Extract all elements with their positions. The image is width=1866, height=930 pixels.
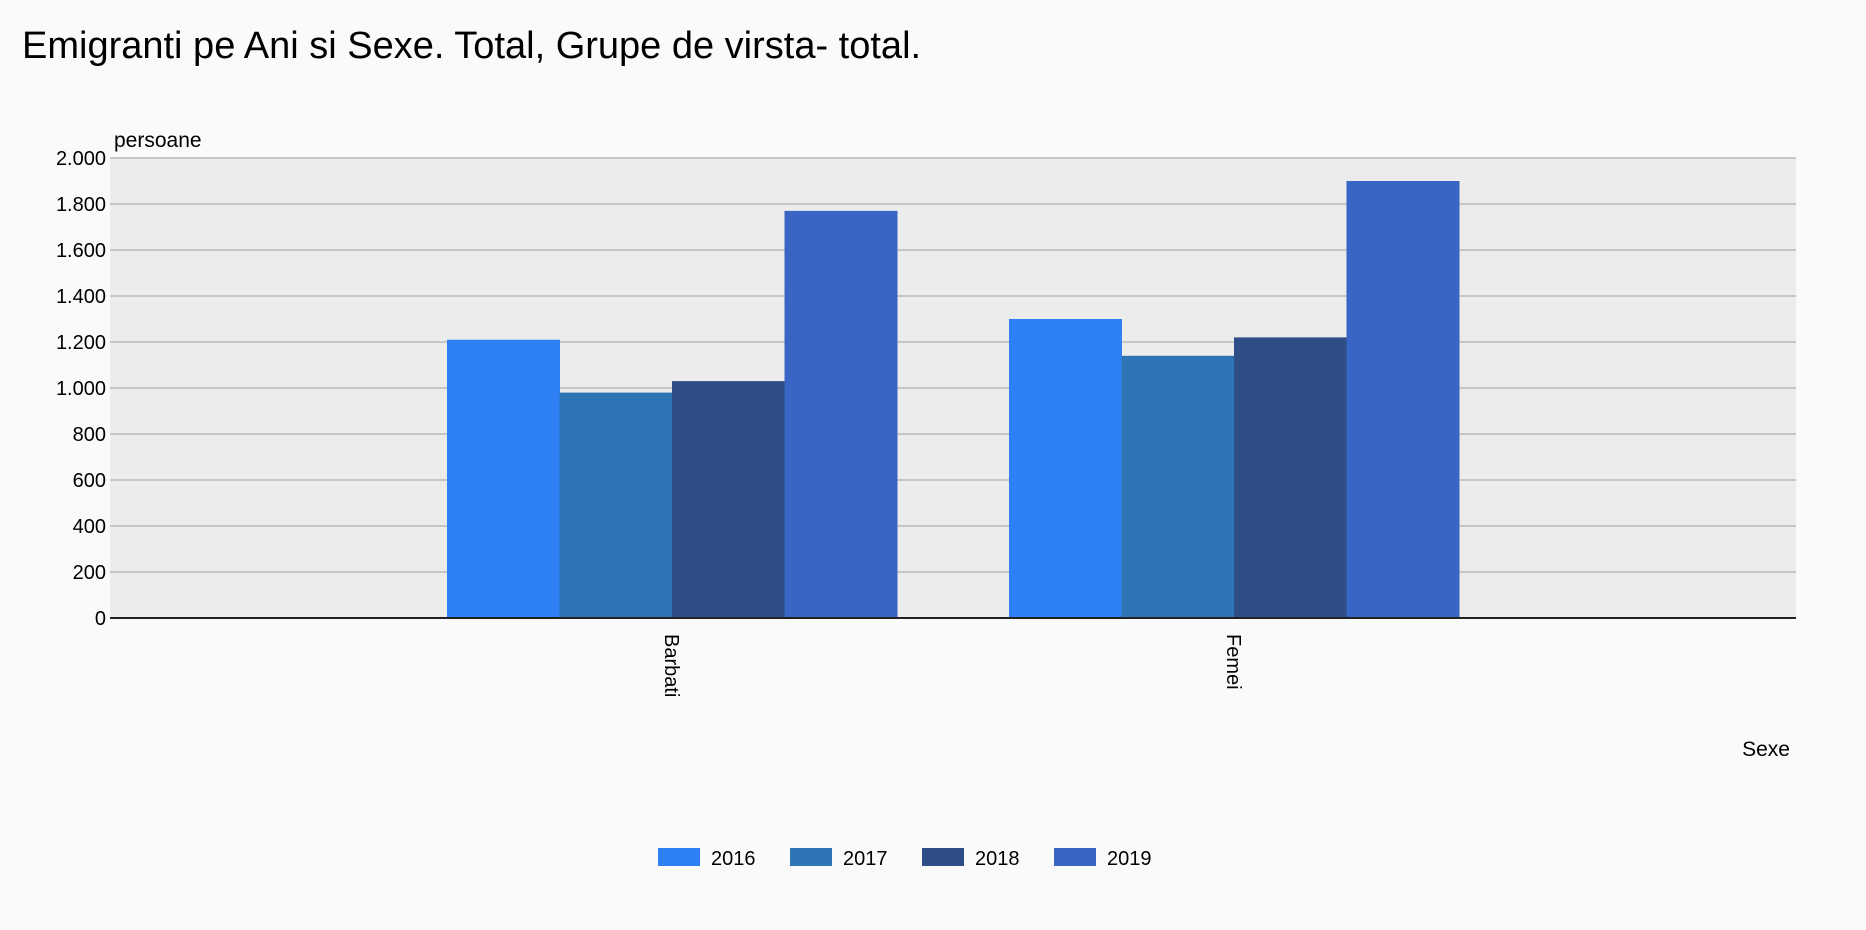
x-tick-label: Femei [1222, 634, 1244, 690]
y-tick-label: 1.000 [56, 378, 106, 400]
legend-swatch-2016 [658, 848, 700, 866]
legend-label-2018: 2018 [975, 848, 1020, 870]
bar-2018-barbati [672, 381, 785, 618]
bar-2017-barbati [559, 392, 673, 618]
legend-swatch-2019 [1054, 848, 1096, 866]
legend-label-2019: 2019 [1107, 848, 1152, 870]
y-tick-label: 1.400 [56, 286, 106, 308]
gridlines [110, 157, 1796, 573]
legend-swatch-2017 [790, 848, 832, 866]
bars [447, 181, 1460, 618]
bar-2017-femei [1121, 355, 1235, 618]
y-tick-label: 1.800 [56, 194, 106, 216]
y-tick-label: 2.000 [56, 148, 106, 170]
x-tick-label: Barbati [660, 634, 682, 697]
x-axis-label: Sexe [1742, 738, 1790, 761]
y-tick-label: 1.200 [56, 332, 106, 354]
bar-2019-femei [1346, 181, 1460, 618]
legend: 2016 2017 2018 2019 [658, 848, 1152, 870]
y-axis-ticks: 0 200 400 600 800 1.000 1.200 1.400 1.600 1.800 2.… [56, 148, 106, 630]
bar-2016-femei [1009, 319, 1122, 618]
y-tick-label: 800 [73, 424, 106, 446]
x-axis-ticks: Barbati Femei [660, 634, 1244, 697]
bar-2016-barbati [447, 339, 560, 618]
y-tick-label: 200 [73, 562, 106, 584]
y-axis-label: persoane [114, 129, 202, 152]
y-tick-label: 600 [73, 470, 106, 492]
bar-2018-femei [1234, 337, 1347, 618]
y-tick-label: 1.600 [56, 240, 106, 262]
y-tick-label: 0 [95, 608, 106, 630]
y-tick-label: 400 [73, 516, 106, 538]
legend-label-2016: 2016 [711, 848, 756, 870]
chart-title: Emigranti pe Ani si Sexe. Total, Grupe d… [22, 25, 921, 67]
bar-2019-barbati [784, 210, 898, 618]
legend-label-2017: 2017 [843, 848, 888, 870]
legend-swatch-2018 [922, 848, 964, 866]
